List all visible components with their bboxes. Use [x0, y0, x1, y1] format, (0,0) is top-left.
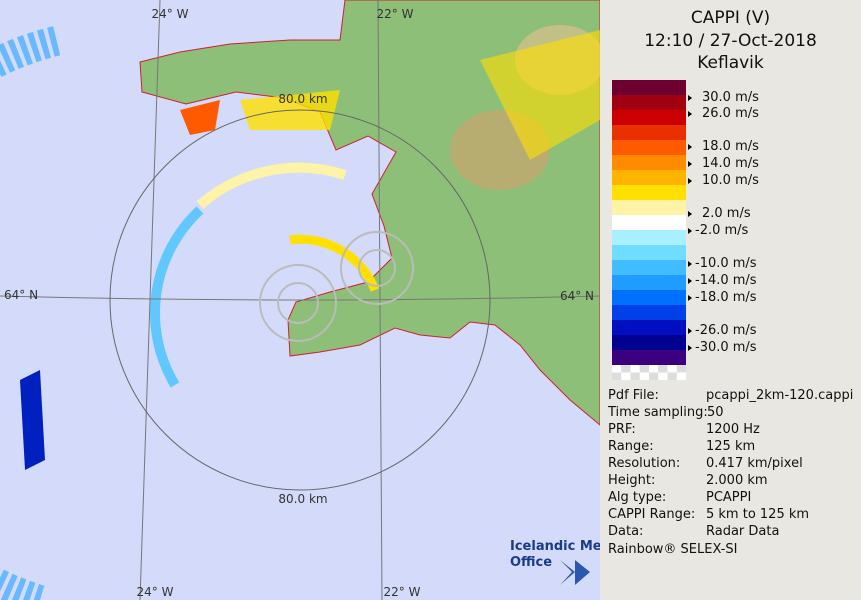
lat-label: 64° N — [560, 289, 594, 303]
radar-echo — [289, 234, 380, 292]
scale-swatch — [612, 305, 686, 321]
title: CAPPI (V) — [690, 8, 771, 28]
range-ring — [109, 109, 491, 491]
scale-swatch — [612, 230, 686, 246]
land — [139, 0, 600, 426]
no-data-swatch — [649, 372, 659, 380]
site: Keflavik — [697, 53, 764, 73]
radar-ring — [340, 231, 414, 305]
info-value: 5 km to 125 km — [706, 507, 810, 522]
scale-swatch — [612, 335, 686, 351]
scale-label: 30.0 m/s — [688, 90, 759, 105]
scale-swatch — [612, 215, 686, 231]
radar-echo — [196, 162, 347, 209]
radar-ring — [259, 264, 337, 342]
info-label: Range: — [608, 439, 654, 454]
ring-label: 80.0 km — [278, 492, 327, 506]
lon-label: 24° W — [137, 585, 174, 599]
scale-label: 10.0 m/s — [688, 173, 759, 188]
scale-label: -14.0 m/s — [688, 273, 757, 288]
color-scale — [612, 80, 686, 380]
no-data-swatch — [639, 365, 649, 373]
info-value: 50 — [707, 405, 724, 420]
info-value: 125 km — [706, 439, 756, 454]
no-data-swatch — [676, 372, 686, 380]
info-value: PCAPPI — [706, 490, 752, 505]
scale-swatch — [612, 290, 686, 306]
scale-swatch — [612, 155, 686, 171]
no-data-swatch — [658, 365, 668, 373]
no-data-swatch — [630, 372, 640, 380]
scale-label: 26.0 m/s — [688, 106, 759, 121]
no-data-swatch — [649, 365, 659, 373]
no-data-swatch — [612, 372, 622, 380]
no-data-swatch — [621, 365, 631, 373]
grid-line — [139, 0, 161, 600]
scale-label: -26.0 m/s — [688, 323, 757, 338]
scale-label: -30.0 m/s — [688, 340, 757, 355]
footer: Rainbow® SELEX-SI — [608, 542, 738, 557]
scale-swatch — [612, 95, 686, 111]
info-value: 2.000 km — [706, 473, 768, 488]
info-value: 0.417 km/pixel — [706, 456, 803, 471]
info-label: Alg type: — [608, 490, 667, 505]
lon-label: 24° W — [152, 7, 189, 21]
info-value: Radar Data — [706, 524, 780, 539]
info-label: CAPPI Range: — [608, 507, 696, 522]
time: 12:10 / 27-Oct-2018 — [644, 31, 817, 51]
info-label: PRF: — [608, 422, 636, 437]
scale-swatch — [612, 245, 686, 261]
no-data-swatch — [612, 365, 622, 373]
logo-text: Office — [510, 555, 552, 570]
scale-swatch — [612, 80, 686, 96]
scale-swatch — [612, 125, 686, 141]
logo-mark — [560, 560, 590, 585]
scale-label: 2.0 m/s — [688, 206, 751, 221]
scale-swatch — [612, 110, 686, 126]
info-label: Pdf File: — [608, 388, 659, 403]
lat-label: 64° N — [4, 288, 38, 302]
scale-label: -2.0 m/s — [687, 223, 749, 238]
no-data-swatch — [639, 372, 649, 380]
info-label: Time sampling: — [608, 405, 708, 420]
radar-ring — [358, 249, 396, 287]
scale-swatch — [612, 350, 686, 366]
scale-label: -10.0 m/s — [688, 256, 757, 271]
ring-label: 80.0 km — [278, 92, 327, 106]
scale-label: 18.0 m/s — [688, 139, 759, 154]
radar-ring — [277, 282, 319, 324]
scale-swatch — [612, 170, 686, 186]
scale-swatch — [612, 140, 686, 156]
radar-map: 24° W 22° W 64° N 64° N 80.0 km 80.0 km … — [0, 0, 600, 600]
logo-text: Icelandic Met — [510, 539, 600, 554]
scale-swatch — [612, 320, 686, 336]
grid-line — [0, 295, 600, 301]
no-data-swatch — [658, 372, 668, 380]
info-value: 1200 Hz — [706, 422, 760, 437]
radar-echo — [149, 206, 204, 388]
info-label: Resolution: — [608, 456, 681, 471]
lon-label: 22° W — [377, 7, 414, 21]
scale-swatch — [612, 260, 686, 276]
no-data-swatch — [676, 365, 686, 373]
scale-swatch — [612, 275, 686, 291]
no-data-swatch — [667, 365, 677, 373]
scale-swatch — [612, 185, 686, 201]
radar-echo — [20, 370, 45, 470]
no-data-swatch — [630, 365, 640, 373]
scale-swatch — [612, 200, 686, 216]
radar-echo — [180, 100, 220, 135]
info-label: Data: — [608, 524, 644, 539]
info-label: Height: — [608, 473, 656, 488]
no-data-swatch — [621, 372, 631, 380]
info-value: pcappi_2km-120.cappi — [706, 388, 854, 403]
lon-label: 22° W — [384, 585, 421, 599]
scale-label: -18.0 m/s — [688, 290, 757, 305]
no-data-swatch — [667, 372, 677, 380]
scale-label: 14.0 m/s — [688, 156, 759, 171]
radar-echo — [480, 30, 600, 160]
